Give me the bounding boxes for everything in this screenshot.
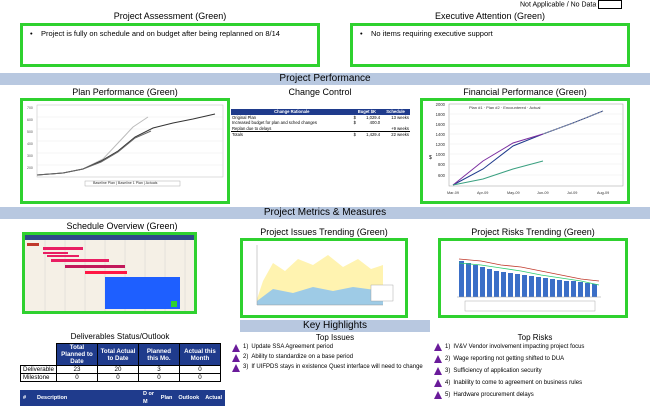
svg-text:May-09: May-09 [507, 191, 520, 195]
triangle-icon [232, 354, 240, 362]
fin-perf-box: 2000 1800 1600 1400 1200 1000 800 600 Mar-09 A… [420, 98, 630, 204]
svg-text:300: 300 [27, 154, 33, 158]
triangle-icon [434, 391, 442, 399]
change-control-title: Change Control [288, 87, 352, 97]
svg-text:200: 200 [27, 166, 33, 170]
plan-perf-chart: 700 600 500 400 300 200 [27, 104, 224, 187]
executive-bullet: No items requiring executive support [371, 29, 493, 38]
table-row: Increased budget for plan and sched chan… [232, 120, 381, 126]
fin-perf-title: Financial Performance (Green) [463, 87, 587, 97]
risks-trend-title: Project Risks Trending (Green) [471, 227, 595, 237]
list-item: 5) Hardware procurement delays [434, 391, 644, 399]
list-item: 4) Inability to come to agreement on bus… [434, 379, 644, 387]
description-header: # Description D or M Plan Outlook Actual [20, 390, 225, 406]
table-row: Original Plan $ 1,029.4 13 weeks [232, 114, 409, 120]
svg-text:Jun-09: Jun-09 [537, 191, 549, 195]
triangle-icon [434, 367, 442, 375]
svg-text:Mar-09: Mar-09 [447, 191, 459, 195]
triangle-icon [434, 355, 442, 363]
change-control-table: Change Rationale Buget $K Schedule Origi… [231, 109, 410, 138]
issues-trend-box [240, 238, 408, 318]
svg-text:600: 600 [27, 118, 33, 122]
risks-trend-box [438, 238, 628, 318]
list-item: 2) Ability to standardize on a base peri… [232, 354, 434, 362]
svg-text:Jul-09: Jul-09 [567, 191, 577, 195]
risks-trend-chart [457, 258, 601, 312]
table-row: Replan due to delays +9 weeks [232, 125, 409, 131]
deliverables-table: Total Planned to Date Total Actual to Da… [20, 343, 221, 382]
top-risks-list: 1) IV&V Vendor involvement impacting pro… [434, 343, 644, 403]
schedule-title: Schedule Overview (Green) [66, 221, 178, 231]
na-swatch [598, 0, 623, 9]
list-item: 1) IV&V Vendor involvement impacting pro… [434, 343, 644, 351]
triangle-icon [434, 343, 442, 351]
svg-text:Aug-09: Aug-09 [597, 191, 609, 195]
table-row: Deliverable 23 20 3 0 [20, 365, 221, 374]
triangle-icon [232, 364, 240, 372]
top-issues-list: 1) Update SSA Agreement period 2) Abilit… [232, 344, 434, 374]
cc-header-budget: Buget $K [352, 109, 382, 115]
highlights-band: Key Highlights [240, 320, 430, 332]
list-item: 3) If UIFPDS stays in existence Quest in… [232, 364, 434, 372]
na-label: Not Applicable / No Data [520, 1, 597, 9]
table-row: Milestone 0 0 0 0 [20, 373, 221, 382]
svg-text:1400: 1400 [436, 132, 446, 137]
svg-text:800: 800 [438, 162, 446, 167]
dt-header-planned-total: Total Planned to Date [55, 343, 98, 366]
plan2-line [542, 110, 604, 135]
fin-perf-chart: 2000 1800 1600 1400 1200 1000 800 600 Mar-09 A… [436, 102, 624, 195]
issues-trend-chart [256, 245, 394, 306]
list-item: 1) Update SSA Agreement period [232, 344, 434, 352]
svg-text:1800: 1800 [436, 112, 446, 117]
list-item: 3) Sufficiency of application security [434, 367, 644, 375]
plan-perf-title: Plan Performance (Green) [72, 87, 178, 97]
assessment-bullet: Project is fully on schedule and on budg… [41, 29, 280, 38]
assessment-box: • Project is fully on schedule and on bu… [20, 23, 320, 67]
schedule-box [22, 232, 197, 314]
svg-text:700: 700 [27, 106, 33, 110]
svg-text:1000: 1000 [436, 152, 446, 157]
svg-text:Apr-09: Apr-09 [477, 191, 488, 195]
encountered-line [452, 133, 544, 186]
top-issues-title: Top Issues [315, 333, 355, 342]
assessment-title: Project Assessment (Green) [113, 11, 227, 21]
actuals-line [36, 130, 152, 176]
actual-line [452, 160, 544, 186]
dt-header-actual-total: Total Actual to Date [96, 343, 139, 366]
top-risks-title: Top Risks [517, 333, 553, 342]
plan-perf-legend: Baseline Plan | Baseline 1 Plan | Actual… [93, 181, 158, 185]
deliverables-title: Deliverables Status/Outlook [70, 332, 170, 341]
executive-box: • No items requiring executive support [350, 23, 630, 67]
plan-perf-box: 700 600 500 400 300 200 Baseline Plan | Base… [20, 98, 230, 204]
svg-text:1200: 1200 [436, 142, 446, 147]
performance-band: Project Performance [0, 73, 650, 85]
cc-header-rationale: Change Rationale [231, 109, 353, 115]
dt-header-actual-month: Actual this Month [178, 343, 221, 366]
triangle-icon [434, 379, 442, 387]
executive-title: Executive Attention (Green) [434, 11, 546, 21]
svg-text:500: 500 [27, 130, 33, 134]
na-legend: Not Applicable / No Data [520, 0, 623, 9]
svg-text:400: 400 [27, 142, 33, 146]
fin-perf-y-label: $ [429, 155, 432, 161]
svg-text:2000: 2000 [436, 102, 446, 107]
svg-text:600: 600 [438, 173, 446, 178]
table-row: Totals $ 1,429.4 22 weeks [231, 131, 410, 138]
gantt-chart [25, 235, 194, 311]
dt-header-planned-month: Planned this Mo. [137, 343, 180, 366]
issues-trend-title: Project Issues Trending (Green) [260, 227, 388, 237]
list-item: 2) Wage reporting not getting shifted to… [434, 355, 644, 363]
metrics-band: Project Metrics & Measures [0, 207, 650, 219]
fin-perf-legend: Plan #1 · Plan #2 · Encountered · Actual [469, 105, 541, 110]
svg-text:1600: 1600 [436, 122, 446, 127]
triangle-icon [232, 344, 240, 352]
cc-header-schedule: Schedule [381, 109, 410, 115]
